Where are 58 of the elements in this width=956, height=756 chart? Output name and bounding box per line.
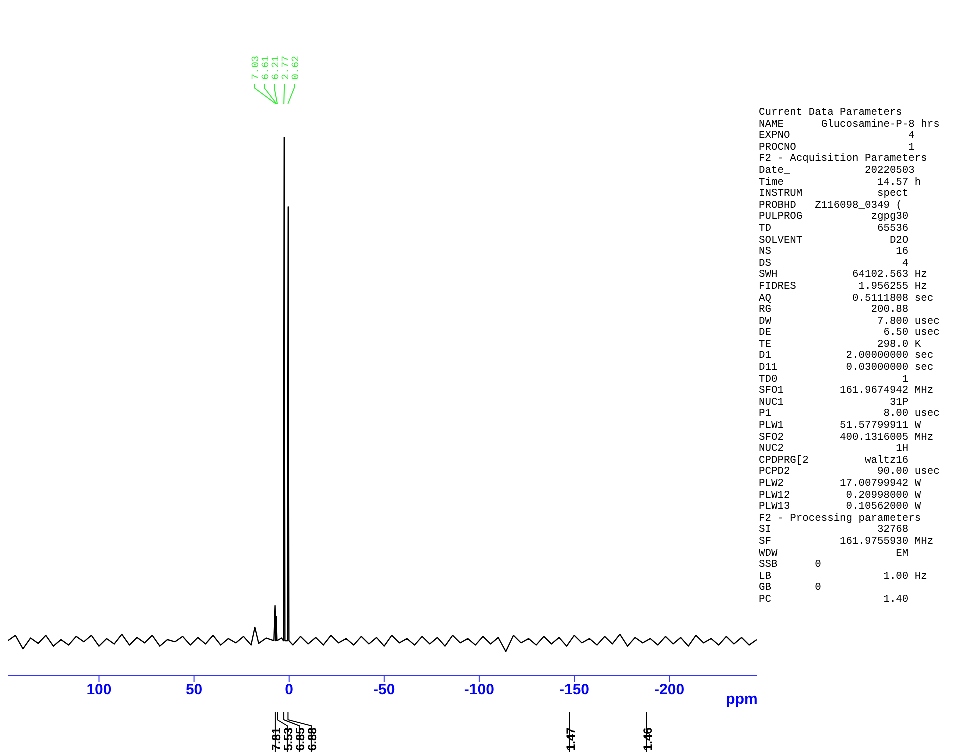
- text: PLW1 51.57799911 W: [759, 420, 922, 433]
- x-tick-label: -50: [374, 682, 396, 699]
- text: NS 16: [759, 246, 910, 259]
- text: RG 200.88: [759, 304, 910, 317]
- annotation: 6.61: [262, 56, 273, 80]
- text: F2 - Acquisition Parameters: [759, 153, 928, 166]
- text: EXPNO 4: [759, 130, 916, 143]
- annotation: 0.62: [292, 56, 303, 80]
- text: SWH 64102.563 Hz: [759, 269, 928, 282]
- text: CPDPRG[2 waltz16: [759, 454, 910, 467]
- text: NUC1 31P: [759, 396, 910, 409]
- x-tick-label: 50: [186, 682, 203, 699]
- annotation: 7.81: [269, 727, 284, 751]
- text: PLW12 0.20998000 W: [759, 490, 922, 502]
- text: PC 1.40: [759, 594, 910, 607]
- text: SF 161.9755930 MHz: [759, 536, 935, 549]
- text: PROCNO 1: [759, 142, 916, 154]
- text: DE 6.50 usec: [759, 327, 940, 340]
- text: TD0 1: [759, 374, 910, 386]
- text: PLW13 0.10562000 W: [759, 501, 922, 514]
- x-tick-label: -100: [464, 682, 494, 699]
- text: TD 65536: [759, 222, 910, 236]
- text: LB 1.00 Hz: [759, 570, 928, 583]
- x-tick-label: -150: [559, 682, 590, 699]
- text: D11 0.03000000 sec: [759, 362, 935, 375]
- text: F2 - Processing parameters: [759, 512, 922, 525]
- text: NAME Glucosamine-P-8 hrs: [759, 118, 940, 131]
- text: DW 7.800 usec: [759, 316, 940, 328]
- text: SI 32768: [759, 524, 910, 537]
- x-tick-label: -200: [654, 682, 685, 699]
- text: P1 8.00 usec: [759, 408, 940, 421]
- text: DS 4: [759, 258, 910, 270]
- annotation: 6.85: [293, 727, 308, 751]
- text: PLW2 17.00799942 W: [759, 478, 922, 491]
- x-tick-label: 100: [86, 682, 112, 699]
- text: AQ 0.5111808 sec: [759, 292, 935, 305]
- text: SFO1 161.9674942 MHz: [759, 385, 935, 398]
- x-axis-title: ppm: [726, 691, 758, 708]
- text: WDW EM: [759, 548, 910, 560]
- text: SFO2 400.1316005 MHz: [759, 432, 935, 444]
- text: PULPROG zgpg30: [759, 211, 910, 224]
- text: NUC2 1H: [759, 443, 910, 456]
- text: PCPD2 90.00 usec: [759, 466, 940, 479]
- x-tick-label: 0: [285, 682, 294, 699]
- text: Date_ 20220503: [759, 164, 916, 178]
- text: D1 2.00000000 sec: [759, 350, 935, 363]
- text: Time 14.57 h: [759, 176, 922, 189]
- text: PROBHD Z116098_0349 (: [759, 200, 904, 212]
- text: SOLVENT D2O: [759, 234, 910, 247]
- text: TE 298.0 K: [759, 338, 922, 351]
- text: INSTRUM spect: [759, 188, 910, 200]
- text: SSB 0: [759, 559, 822, 572]
- annotation: 2.77: [282, 56, 293, 80]
- text: FIDRES 1.956255 Hz: [759, 280, 928, 294]
- text: Current Data Parameters: [759, 107, 904, 120]
- annotation: 6.21: [272, 56, 283, 80]
- text: GB 0: [759, 582, 822, 595]
- annotation: 7.03: [252, 56, 263, 80]
